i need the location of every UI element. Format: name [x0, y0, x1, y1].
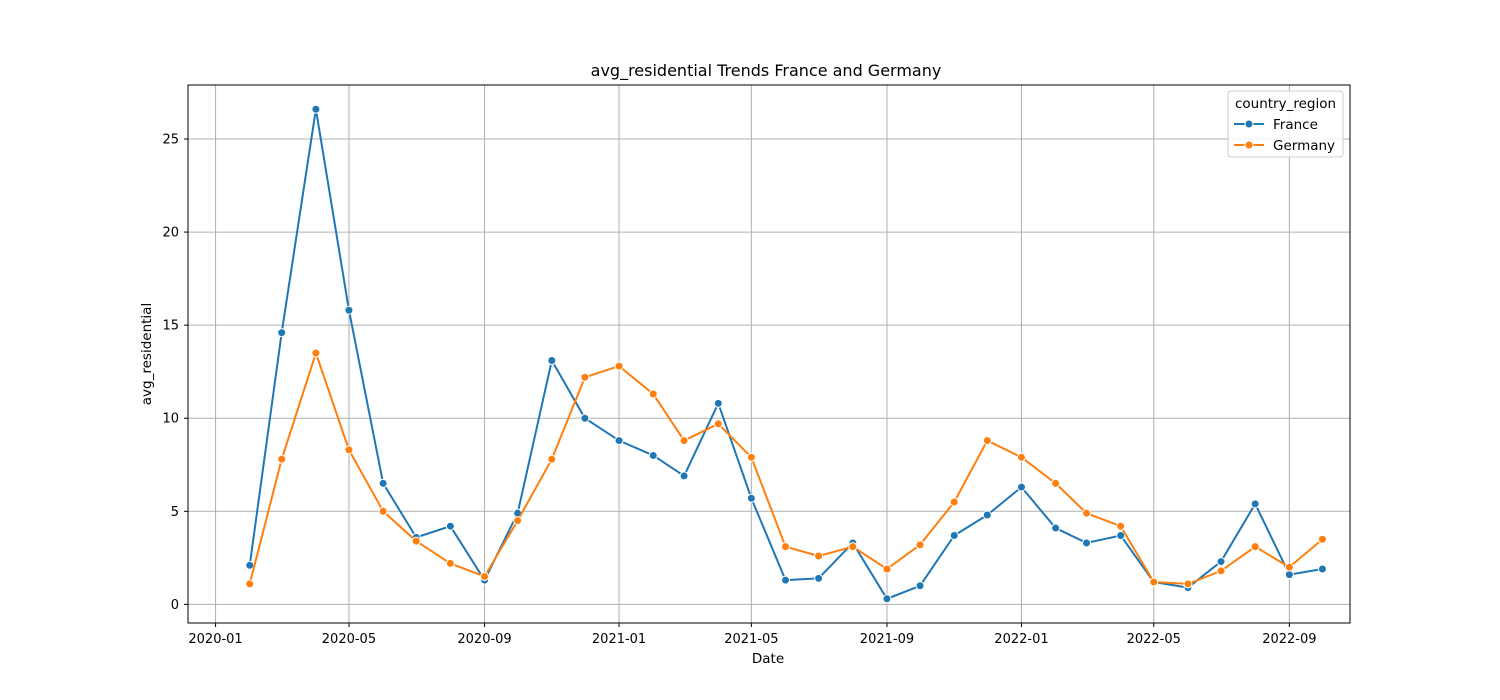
data-point-germany: [848, 542, 858, 552]
data-point-france: [580, 413, 590, 423]
data-point-germany: [1250, 542, 1260, 552]
data-point-france: [713, 398, 723, 408]
data-point-germany: [915, 540, 925, 550]
x-tick-label: 2020-01: [188, 632, 242, 647]
data-point-france: [1082, 538, 1092, 548]
x-tick-label: 2021-09: [860, 632, 914, 647]
data-point-france: [1284, 570, 1294, 580]
x-tick-label: 2021-05: [724, 632, 778, 647]
data-point-france: [277, 328, 287, 338]
y-tick-label: 0: [171, 598, 179, 613]
x-axis-label: Date: [752, 651, 784, 667]
data-point-germany: [713, 419, 723, 429]
data-point-germany: [1216, 566, 1226, 576]
data-point-germany: [1116, 521, 1126, 531]
x-tick-label: 2022-09: [1262, 632, 1316, 647]
legend-marker-germany: [1244, 140, 1254, 150]
legend-title: country_region: [1235, 96, 1336, 112]
data-point-germany: [344, 445, 354, 455]
data-point-germany: [411, 536, 421, 546]
data-point-france: [311, 104, 321, 114]
data-point-france: [1116, 531, 1126, 541]
data-point-france: [245, 560, 255, 570]
chart-title: avg_residential Trends France and German…: [591, 61, 942, 81]
data-point-france: [679, 471, 689, 481]
y-tick-label: 15: [162, 319, 179, 334]
data-point-germany: [1016, 452, 1026, 462]
data-point-germany: [1149, 577, 1159, 587]
x-tick-label: 2020-05: [322, 632, 376, 647]
plot-frame: [187, 84, 1351, 624]
y-tick-label: 5: [171, 505, 179, 520]
y-tick-label: 10: [162, 412, 179, 427]
data-point-france: [648, 450, 658, 460]
data-point-france: [1016, 482, 1026, 492]
data-point-france: [814, 573, 824, 583]
legend-marker-france: [1244, 119, 1254, 129]
data-point-france: [882, 594, 892, 604]
series-france: [245, 104, 1327, 604]
data-point-germany: [746, 452, 756, 462]
data-point-germany: [277, 454, 287, 464]
data-point-germany: [614, 361, 624, 371]
data-point-germany: [580, 372, 590, 382]
legend-box: [1227, 90, 1344, 158]
data-point-germany: [1284, 562, 1294, 572]
data-point-france: [614, 436, 624, 446]
data-point-france: [547, 356, 557, 366]
data-point-germany: [245, 579, 255, 589]
data-point-france: [949, 531, 959, 541]
data-point-france: [1317, 564, 1327, 574]
data-point-france: [344, 305, 354, 315]
y-axis-label: avg_residential: [139, 303, 155, 405]
data-point-france: [445, 521, 455, 531]
data-point-germany: [648, 389, 658, 399]
data-point-germany: [311, 348, 321, 358]
data-point-france: [746, 493, 756, 503]
y-tick-label: 25: [162, 132, 179, 147]
data-point-germany: [679, 436, 689, 446]
data-point-france: [982, 510, 992, 520]
data-point-france: [1051, 523, 1061, 533]
data-point-france: [1216, 557, 1226, 567]
y-tick-label: 20: [162, 226, 179, 241]
x-tick-label: 2022-01: [994, 632, 1048, 647]
data-point-france: [781, 575, 791, 585]
series-germany: [245, 348, 1327, 589]
data-point-germany: [513, 516, 523, 526]
data-point-germany: [547, 454, 557, 464]
x-tick-label: 2022-05: [1127, 632, 1181, 647]
plot-series: [245, 104, 1327, 604]
legend-label-germany: Germany: [1273, 138, 1335, 154]
axis-ticks: 2020-01 2020-05 2020-09 2021-01 2021-05 2021-…: [162, 132, 1316, 647]
data-point-germany: [982, 436, 992, 446]
data-point-germany: [781, 542, 791, 552]
x-tick-label: 2020-09: [457, 632, 511, 647]
data-point-germany: [1082, 508, 1092, 518]
legend: country_region France Germany: [1227, 90, 1344, 158]
data-point-germany: [1183, 579, 1193, 589]
data-point-france: [1250, 499, 1260, 509]
data-point-germany: [1317, 534, 1327, 544]
data-point-france: [378, 478, 388, 488]
data-point-germany: [814, 551, 824, 561]
data-point-germany: [1051, 478, 1061, 488]
legend-label-france: France: [1273, 117, 1318, 133]
data-point-germany: [378, 506, 388, 516]
data-point-germany: [445, 558, 455, 568]
data-point-france: [915, 581, 925, 591]
series-line-france: [248, 108, 1323, 600]
data-point-germany: [949, 497, 959, 507]
data-point-germany: [882, 564, 892, 574]
x-tick-label: 2021-01: [592, 632, 646, 647]
data-point-germany: [480, 571, 490, 581]
